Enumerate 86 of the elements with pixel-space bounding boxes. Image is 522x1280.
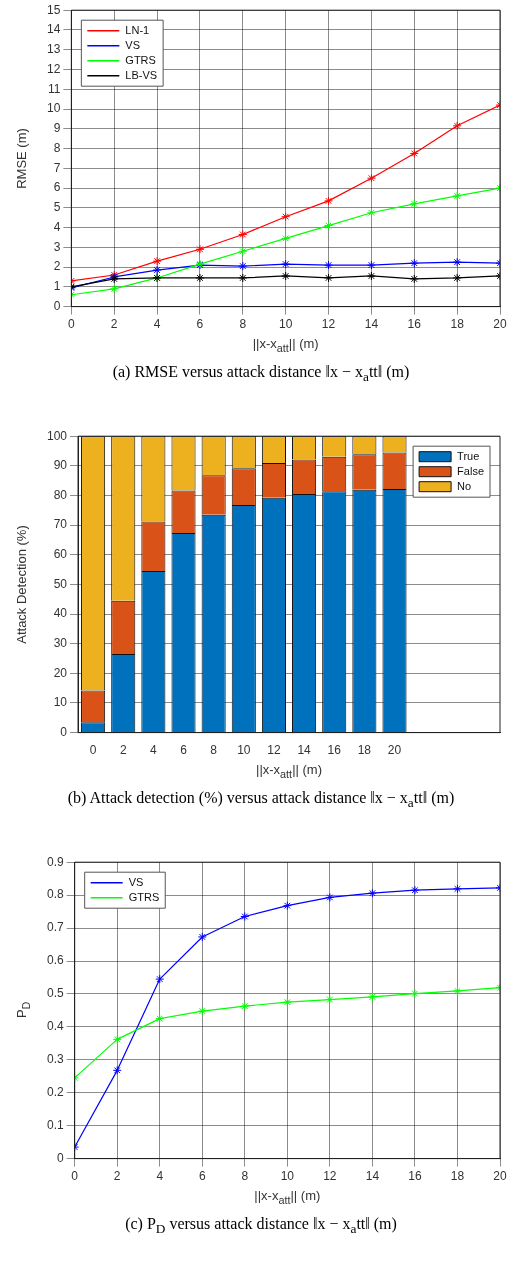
y-tick-label: 3 bbox=[53, 239, 61, 254]
x-tick-label: 18 bbox=[450, 1169, 465, 1184]
x-tick-label: 4 bbox=[156, 1169, 164, 1184]
x-axis-title: ||x-x$_{att}$|| (m) bbox=[253, 1188, 322, 1206]
legend-label: True bbox=[457, 449, 480, 462]
y-tick-label: 0 bbox=[60, 724, 68, 739]
y-tick-label: 0.6 bbox=[46, 953, 64, 968]
y-tick-label: 14 bbox=[46, 22, 61, 37]
y-tick-label: 90 bbox=[53, 458, 68, 473]
x-axis-title: ||x-x$_{att}$|| (m) bbox=[255, 762, 323, 780]
x-tick-label: 8 bbox=[239, 317, 247, 332]
x-tick-label: 0 bbox=[89, 743, 97, 758]
x-tick-label: 0 bbox=[71, 1169, 79, 1184]
x-tick-label: 6 bbox=[180, 743, 188, 758]
text: (c) P$_{D}$ versus attack distance ‖x − x$_{a}$tt‖ (m) bbox=[124, 1214, 398, 1239]
x-tick-label: 16 bbox=[407, 317, 422, 332]
x-tick-label: 8 bbox=[210, 743, 218, 758]
y-tick-label: 0.7 bbox=[46, 920, 64, 935]
y-tick-label: 0.8 bbox=[46, 887, 64, 902]
x-axis-title: ||x-x$_{att}$|| (m) bbox=[251, 336, 320, 354]
legend-label: False bbox=[457, 464, 485, 477]
y-axis-title: RMSE (m) bbox=[13, 128, 29, 189]
y-tick-label: 15 bbox=[46, 2, 61, 17]
y-tick-label: 2 bbox=[53, 259, 61, 274]
legend-label: No bbox=[457, 479, 472, 492]
x-tick-label: 10 bbox=[280, 1169, 295, 1184]
y-tick-label: 0 bbox=[53, 298, 61, 313]
x-tick-label: 20 bbox=[387, 743, 402, 758]
x-tick-label: 6 bbox=[196, 317, 204, 332]
y-tick-label: 0 bbox=[56, 1150, 64, 1165]
y-tick-label: 30 bbox=[53, 635, 68, 650]
y-tick-label: 0.2 bbox=[46, 1085, 64, 1100]
y-tick-label: 6 bbox=[53, 180, 61, 195]
y-tick-label: 0.5 bbox=[46, 986, 64, 1001]
x-tick-label: 14 bbox=[297, 743, 312, 758]
x-tick-label: 6 bbox=[198, 1169, 206, 1184]
y-tick-label: 80 bbox=[53, 487, 68, 502]
x-tick-label: 14 bbox=[364, 317, 379, 332]
x-tick-label: 20 bbox=[493, 317, 507, 332]
x-tick-label: 12 bbox=[267, 743, 281, 758]
legend-label: LB-VS bbox=[125, 68, 158, 81]
y-tick-label: 1 bbox=[53, 279, 61, 294]
x-tick-label: 2 bbox=[119, 743, 127, 758]
x-tick-label: 2 bbox=[110, 317, 118, 332]
x-tick-label: 12 bbox=[323, 1169, 337, 1184]
x-tick-label: 8 bbox=[241, 1169, 249, 1184]
y-tick-label: 0.3 bbox=[46, 1052, 64, 1067]
legend-label: VS bbox=[128, 875, 144, 888]
y-axis-title: Attack Detection (%) bbox=[13, 525, 29, 644]
x-tick-label: 2 bbox=[113, 1169, 121, 1184]
y-tick-label: 70 bbox=[53, 517, 68, 532]
x-tick-label: 14 bbox=[365, 1169, 380, 1184]
y-tick-label: 13 bbox=[46, 42, 61, 57]
y-tick-label: 11 bbox=[47, 81, 61, 96]
legend-label: VS bbox=[125, 38, 141, 51]
y-tick-label: 4 bbox=[53, 219, 61, 234]
y-tick-label: 12 bbox=[46, 61, 61, 76]
x-tick-label: 4 bbox=[153, 317, 161, 332]
legend-label: LN-1 bbox=[125, 23, 150, 36]
y-tick-label: 5 bbox=[53, 200, 61, 215]
y-tick-label: 0.1 bbox=[46, 1117, 64, 1132]
y-tick-label: 40 bbox=[53, 606, 68, 621]
y-tick-label: 0.4 bbox=[46, 1019, 64, 1034]
y-tick-label: 100 bbox=[46, 428, 68, 443]
y-tick-label: 8 bbox=[53, 140, 61, 155]
x-tick-label: 16 bbox=[408, 1169, 422, 1184]
y-tick-label: 10 bbox=[53, 695, 68, 710]
y-tick-label: 60 bbox=[53, 547, 68, 562]
y-tick-label: 9 bbox=[53, 121, 61, 136]
y-tick-label: 20 bbox=[53, 665, 68, 680]
x-tick-label: 10 bbox=[278, 317, 293, 332]
x-tick-label: 18 bbox=[357, 743, 372, 758]
x-tick-label: 16 bbox=[327, 743, 342, 758]
legend-label: GTRS bbox=[128, 890, 160, 903]
legend-label: GTRS bbox=[125, 53, 156, 66]
y-tick-label: 7 bbox=[53, 160, 61, 175]
x-tick-label: 18 bbox=[450, 317, 465, 332]
text: (b) Attack detection (%) versus attack distance ‖x − x$_{a}$tt‖ (m) bbox=[66, 788, 456, 813]
y-tick-label: 0.9 bbox=[46, 854, 64, 869]
text: (a) RMSE versus attack distance ‖x − x$_{a}$tt‖ (m) bbox=[111, 362, 411, 387]
y-tick-label: 50 bbox=[53, 576, 68, 591]
y-tick-label: 10 bbox=[46, 101, 61, 116]
x-tick-label: 4 bbox=[150, 743, 158, 758]
x-tick-label: 20 bbox=[493, 1169, 507, 1184]
x-tick-label: 10 bbox=[237, 743, 251, 758]
x-tick-label: 12 bbox=[321, 317, 336, 332]
